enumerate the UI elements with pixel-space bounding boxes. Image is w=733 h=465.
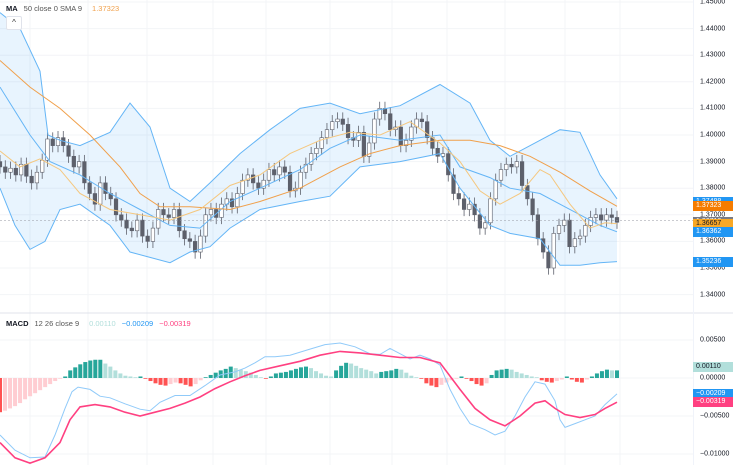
price-axis-label: 1.42000: [700, 78, 726, 86]
price-tag: 1.36362: [693, 226, 733, 237]
price-axis-label: 1.35000: [700, 264, 726, 272]
macd-histogram: [0, 359, 619, 413]
macd-lines: [0, 342, 618, 464]
price-axis-label: 1.38000: [700, 184, 726, 192]
macd-value-tag: 0.00110: [693, 361, 733, 372]
price-axis-label: 1.37000: [700, 211, 726, 219]
macd-axis-label: 0.00500: [700, 336, 726, 344]
price-axis-label: 1.34000: [700, 291, 726, 299]
macd-legend-name: MACD: [6, 319, 29, 328]
macd-value-tag: −0.00319: [693, 397, 733, 408]
ma-legend-value: 1.37323: [92, 4, 120, 13]
macd-legend-params: 12 26 close 9: [34, 319, 80, 328]
indicator-lines: [0, 12, 618, 266]
macd-axis-label: 0.00000: [700, 374, 726, 382]
price-axis-label: 1.40000: [700, 131, 726, 139]
macd-value-tag: −0.00209: [693, 388, 733, 399]
macd-histogram-value: 0.00110: [89, 319, 116, 328]
macd-axis-label: −0.01000: [700, 450, 730, 458]
ma-legend-name: MA: [6, 4, 18, 13]
ma-legend[interactable]: MA 50 close 0 SMA 9 1.37323: [6, 4, 119, 13]
bollinger-band-fill: [0, 12, 617, 266]
macd-legend[interactable]: MACD 12 26 close 9 0.00110 −0.00209 −0.0…: [6, 319, 191, 328]
price-tag: 1.36657: [693, 218, 733, 229]
price-axis-label: 1.45000: [700, 0, 726, 6]
ma-legend-params: 50 close 0 SMA 9: [23, 4, 83, 13]
macd-line-value: −0.00209: [121, 319, 154, 328]
price-axis-label: 1.44000: [700, 25, 726, 33]
macd-signal-value: −0.00319: [159, 319, 191, 328]
price-tag: 1.35236: [693, 256, 733, 267]
macd-axis-label: −0.00500: [700, 412, 730, 420]
price-axis-label: 1.36000: [700, 237, 726, 245]
price-axis-label: 1.41000: [700, 104, 726, 112]
price-tag: 1.37323: [693, 201, 733, 212]
price-axis-label: 1.39000: [700, 158, 726, 166]
price-axis-label: 1.43000: [700, 51, 726, 59]
collapse-legend-button[interactable]: ^: [6, 16, 22, 30]
